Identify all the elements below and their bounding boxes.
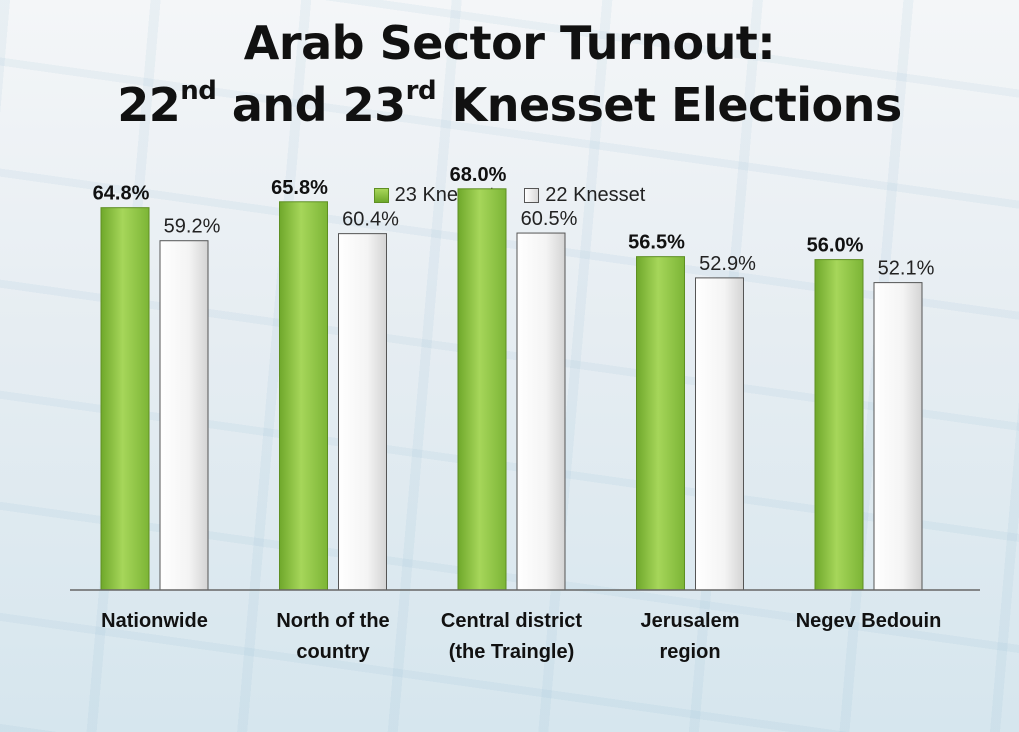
category-label-line: Nationwide bbox=[101, 610, 208, 632]
category-label-4: Negev Bedouin bbox=[784, 606, 954, 637]
bar-23-0 bbox=[100, 207, 150, 591]
data-label-23-2: 68.0% bbox=[450, 164, 507, 186]
data-label-22-2: 60.5% bbox=[521, 208, 578, 230]
data-label-22-0: 59.2% bbox=[164, 216, 221, 238]
category-label-line: North of the bbox=[276, 610, 390, 632]
category-label-line: region bbox=[659, 641, 721, 663]
bar-22-2 bbox=[516, 232, 566, 591]
title-sup-rd: rd bbox=[405, 76, 437, 106]
title-and-23: and 23 bbox=[216, 78, 406, 132]
category-label-line: Jerusalem bbox=[640, 610, 740, 632]
bar-23-3 bbox=[636, 256, 685, 591]
category-label-line: Negev Bedouin bbox=[795, 610, 942, 632]
category-label-line: country bbox=[296, 641, 370, 663]
category-label-line: (the Traingle) bbox=[448, 641, 575, 663]
data-label-23-0: 64.8% bbox=[93, 183, 150, 205]
data-label-22-1: 60.4% bbox=[342, 209, 399, 231]
legend-swatch-23 bbox=[373, 188, 389, 203]
bar-22-1 bbox=[338, 233, 387, 591]
category-label-1: North of the country bbox=[248, 606, 418, 668]
legend-swatch-22 bbox=[524, 188, 540, 203]
title-knesset-elections: Knesset Elections bbox=[436, 78, 903, 132]
bar-22-0 bbox=[159, 240, 209, 591]
category-label-0: Nationwide bbox=[70, 606, 240, 637]
bar-22-3 bbox=[695, 277, 744, 591]
data-label-23-3: 56.5% bbox=[628, 232, 685, 254]
category-label-2: Central district (the Traingle) bbox=[427, 606, 597, 668]
title-22: 22 bbox=[117, 78, 181, 132]
category-label-line: Central district bbox=[440, 610, 583, 632]
legend-label-22: 22 Knesset bbox=[545, 184, 646, 206]
legend-item-22: 22 Knesset bbox=[524, 184, 645, 207]
bar-23-4 bbox=[814, 259, 864, 591]
bar-23-2 bbox=[457, 188, 507, 591]
bar-22-4 bbox=[873, 282, 923, 591]
chart-title: Arab Sector Turnout: 22nd and 23rd Kness… bbox=[0, 12, 1019, 136]
data-label-22-4: 52.1% bbox=[878, 258, 935, 280]
title-line-2: 22nd and 23rd Knesset Elections bbox=[0, 74, 1019, 136]
category-label-3: Jerusalem region bbox=[605, 606, 775, 668]
title-line-1: Arab Sector Turnout: bbox=[243, 16, 776, 70]
data-label-23-1: 65.8% bbox=[271, 177, 328, 199]
data-label-22-3: 52.9% bbox=[699, 253, 756, 275]
data-label-23-4: 56.0% bbox=[807, 235, 864, 257]
title-sup-nd: nd bbox=[180, 76, 217, 106]
bar-23-1 bbox=[279, 201, 328, 591]
